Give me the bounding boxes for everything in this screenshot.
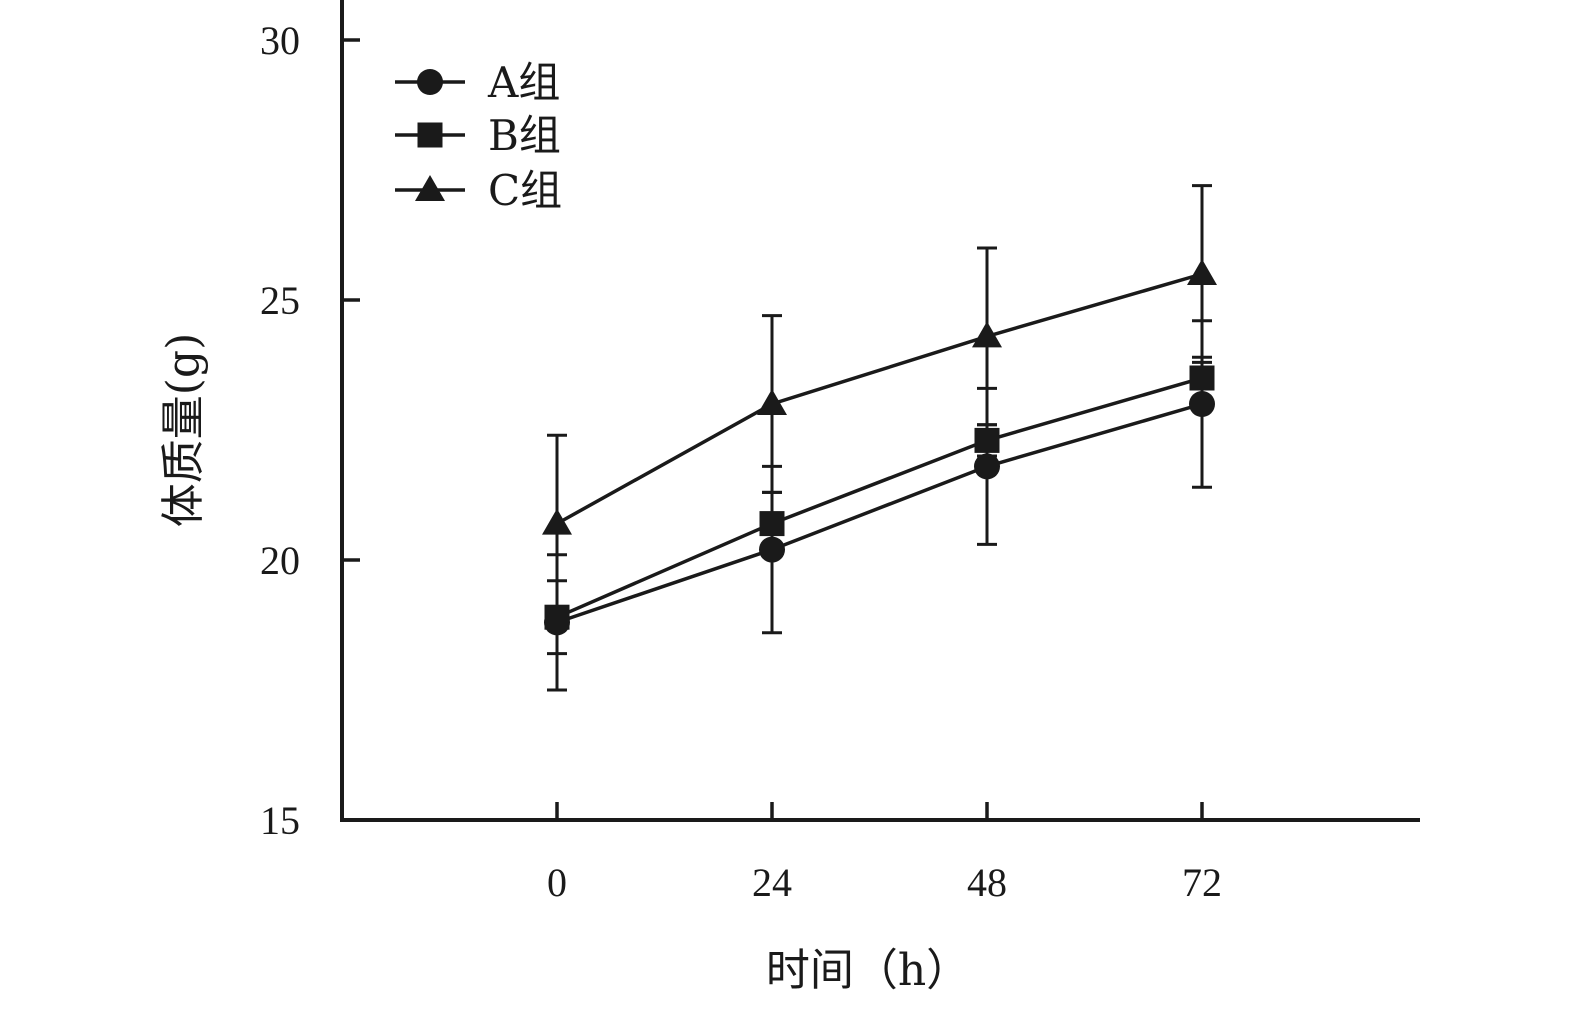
y-tick-label: 25 bbox=[260, 278, 300, 323]
series-line bbox=[556, 402, 1203, 625]
series-layer bbox=[542, 184, 1217, 692]
data-point bbox=[974, 453, 1000, 480]
y-tick-label: 15 bbox=[260, 798, 300, 843]
series-line bbox=[556, 272, 1203, 526]
data-point bbox=[757, 389, 787, 415]
x-tick-label: 72 bbox=[1182, 860, 1222, 905]
legend-marker bbox=[415, 175, 445, 201]
data-point bbox=[759, 511, 785, 537]
legend-label: B组 bbox=[488, 111, 561, 160]
series-3 bbox=[542, 184, 1217, 614]
x-axis-title: 时间（h） bbox=[766, 945, 970, 996]
data-point bbox=[1189, 365, 1215, 391]
legend-label: A组 bbox=[487, 58, 560, 107]
legend-item: B组 bbox=[395, 111, 561, 160]
data-point bbox=[542, 508, 572, 535]
x-ticks: 0 24 48 72 bbox=[547, 802, 1222, 905]
legend-item: A组 bbox=[395, 58, 560, 107]
series-line bbox=[556, 376, 1203, 619]
y-axis-title: 体质量(g) bbox=[158, 333, 209, 528]
axes bbox=[340, 0, 1420, 822]
x-tick-label: 48 bbox=[967, 860, 1007, 905]
series-1 bbox=[544, 319, 1215, 692]
x-tick-label: 24 bbox=[752, 860, 792, 905]
x-tick-label: 0 bbox=[547, 860, 567, 905]
y-ticks: 15 20 25 30 bbox=[260, 18, 360, 843]
data-point bbox=[974, 427, 1000, 453]
legend-marker bbox=[417, 69, 443, 95]
legend-marker bbox=[417, 122, 443, 148]
data-point bbox=[1187, 259, 1217, 285]
data-point bbox=[972, 321, 1002, 348]
legend-item: C组 bbox=[395, 166, 562, 215]
y-tick-label: 30 bbox=[260, 18, 300, 63]
series-2 bbox=[544, 355, 1215, 656]
y-tick-label: 20 bbox=[260, 538, 300, 583]
legend-label: C组 bbox=[488, 166, 562, 215]
